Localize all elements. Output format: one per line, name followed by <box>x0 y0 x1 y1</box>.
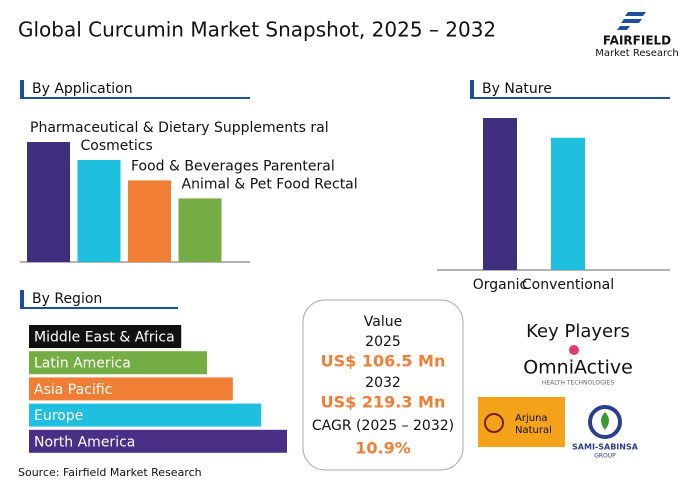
bar <box>27 142 70 262</box>
bar-label: Latin America <box>34 356 131 372</box>
logo-leaf <box>601 412 609 430</box>
category-label: Animal & Pet Food Rectal <box>182 176 358 192</box>
bar <box>29 377 233 401</box>
player-logo-sub: GROUP <box>594 453 616 460</box>
player-logo: OmniActive <box>523 357 633 379</box>
cagr: 10.9% <box>355 439 411 458</box>
bar <box>29 325 182 348</box>
bar <box>29 403 262 427</box>
category-label: Pharmaceutical & Dietary Supplements ral <box>30 120 329 136</box>
brand-name: FAIRFIELD <box>603 34 671 48</box>
section-accent <box>470 80 474 98</box>
bar-label: Asia Pacific <box>34 382 112 398</box>
value: US$ 219.3 Mn <box>321 393 446 412</box>
section-title: By Region <box>32 291 102 307</box>
section-accent <box>20 80 24 98</box>
logo-icon <box>569 345 579 355</box>
bar <box>178 198 222 262</box>
snapshot: Value 2025 US$ 106.5 Mn 2032 US$ 219.3 M… <box>302 299 464 471</box>
bar <box>29 429 287 453</box>
player-logo: Arjuna <box>515 413 548 424</box>
section-title: By Application <box>32 81 133 97</box>
year: 2025 <box>365 334 401 350</box>
player-logo: SAMI-SABINSA <box>572 443 639 452</box>
bar <box>551 137 585 270</box>
page-title: Global Curcumin Market Snapshot, 2025 – … <box>18 18 496 42</box>
player-logo: Natural <box>515 425 552 436</box>
key-players-title: Key Players <box>526 321 630 342</box>
brand-sub: Market Research <box>595 48 678 59</box>
bar <box>128 180 171 262</box>
source: Source: Fairfield Market Research <box>18 466 202 479</box>
bar-label: Middle East & Africa <box>34 330 175 346</box>
section-accent <box>20 290 24 308</box>
bar <box>483 118 517 270</box>
logo-icon <box>617 12 646 30</box>
snapshot-label: Value <box>364 314 402 330</box>
category-label: Organic <box>473 277 527 293</box>
section-title: By Nature <box>482 81 552 97</box>
bar-label: Europe <box>34 408 83 424</box>
player-box <box>478 397 565 447</box>
cagr-label: CAGR (2025 – 2032) <box>312 418 454 434</box>
brand-logo: FAIRFIELD Market Research <box>595 12 679 59</box>
year: 2032 <box>365 375 401 391</box>
logo-icon <box>484 413 504 433</box>
bar <box>29 351 208 375</box>
category-label: Food & Beverages Parenteral <box>131 158 335 174</box>
snapshot-box <box>302 299 464 471</box>
value: US$ 106.5 Mn <box>321 352 446 371</box>
bar <box>77 160 121 262</box>
bar-label: North America <box>34 434 135 450</box>
key-players: Key Players OmniActive HEALTH TECHNOLOGI… <box>478 321 639 460</box>
category-label: Conventional <box>522 277 614 293</box>
category-label: Cosmetics <box>81 138 153 154</box>
player-logo-sub: HEALTH TECHNOLOGIES <box>542 380 614 387</box>
